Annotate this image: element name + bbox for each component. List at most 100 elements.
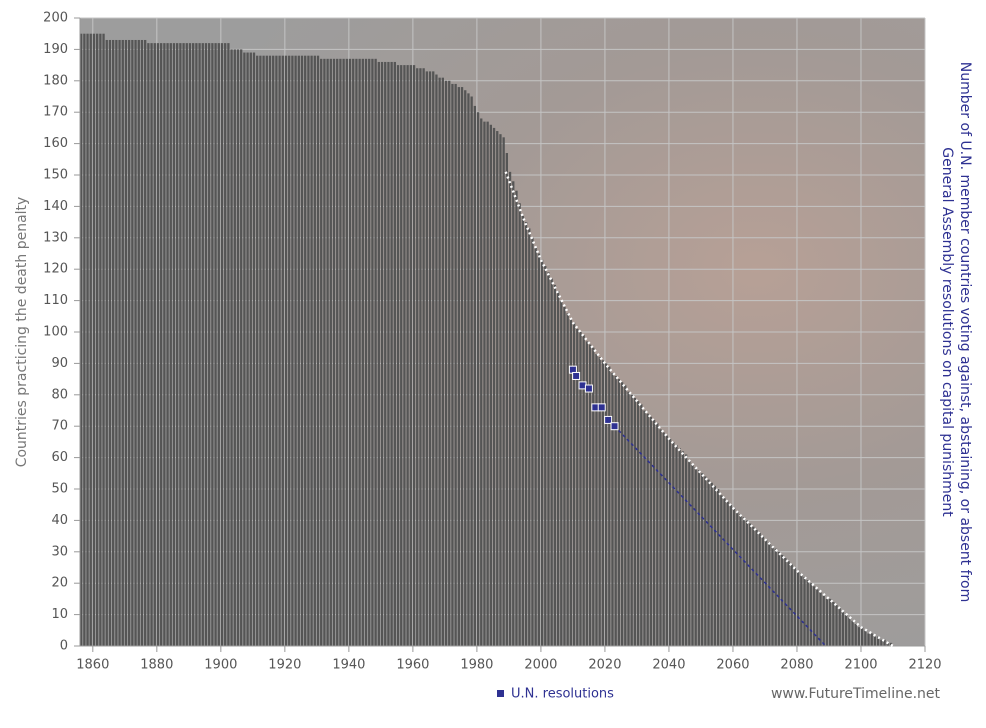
bar bbox=[838, 608, 841, 646]
x-tick-label: 2120 bbox=[908, 658, 941, 673]
bar bbox=[284, 55, 288, 647]
bar bbox=[332, 58, 336, 646]
bar bbox=[614, 375, 617, 646]
bar bbox=[118, 39, 121, 647]
bar bbox=[665, 435, 669, 646]
bar bbox=[716, 489, 720, 646]
bar bbox=[876, 636, 880, 646]
bar bbox=[460, 87, 464, 646]
y-tick-label: 30 bbox=[51, 544, 68, 559]
bar bbox=[249, 52, 252, 647]
bar bbox=[112, 39, 115, 647]
bar bbox=[806, 580, 809, 646]
un-point bbox=[597, 403, 606, 412]
bar bbox=[259, 55, 262, 647]
bar bbox=[323, 58, 326, 646]
y-tick-label: 160 bbox=[43, 136, 68, 151]
bar bbox=[192, 43, 195, 647]
bar bbox=[502, 137, 505, 646]
bar bbox=[108, 39, 112, 647]
bar bbox=[473, 105, 476, 647]
bar bbox=[448, 80, 451, 647]
bar bbox=[883, 639, 886, 646]
bar bbox=[636, 401, 640, 646]
bar bbox=[438, 77, 441, 646]
y-tick-label: 40 bbox=[51, 513, 68, 528]
un-point bbox=[572, 371, 581, 380]
bar bbox=[870, 633, 873, 646]
bar bbox=[748, 523, 752, 646]
bar bbox=[854, 624, 857, 646]
bar bbox=[774, 548, 777, 646]
bar bbox=[860, 627, 864, 646]
bar bbox=[563, 306, 566, 646]
bar bbox=[188, 43, 192, 647]
bar bbox=[470, 96, 473, 646]
bar bbox=[204, 43, 208, 647]
bar bbox=[262, 55, 265, 647]
y-tick-label: 130 bbox=[43, 230, 68, 245]
y-tick-label: 50 bbox=[51, 482, 68, 497]
bar bbox=[864, 630, 867, 646]
bar bbox=[316, 55, 320, 647]
y-tick-label: 200 bbox=[43, 11, 68, 26]
bar bbox=[848, 617, 851, 646]
bar bbox=[326, 58, 329, 646]
bar bbox=[156, 43, 160, 647]
bar bbox=[800, 573, 803, 646]
bar bbox=[713, 485, 717, 646]
x-tick-label: 1880 bbox=[140, 658, 173, 673]
un-point bbox=[604, 415, 613, 424]
bar bbox=[198, 43, 201, 647]
bar bbox=[185, 43, 188, 647]
bar bbox=[144, 39, 147, 647]
bar bbox=[252, 52, 256, 647]
bar bbox=[380, 61, 384, 646]
bar bbox=[345, 58, 348, 646]
bar bbox=[278, 55, 281, 647]
bar bbox=[646, 413, 649, 646]
projection-line bbox=[504, 171, 894, 648]
bar bbox=[515, 190, 518, 646]
bar bbox=[604, 363, 608, 646]
bar bbox=[544, 266, 547, 646]
bar bbox=[518, 203, 521, 646]
bar bbox=[160, 43, 163, 647]
legend-marker bbox=[497, 690, 504, 697]
bar bbox=[803, 576, 806, 646]
bar bbox=[700, 473, 704, 646]
bar bbox=[841, 611, 845, 646]
bar bbox=[816, 589, 819, 646]
bar bbox=[211, 43, 214, 647]
y-tick-label: 110 bbox=[43, 293, 68, 308]
bar bbox=[755, 529, 758, 646]
y-tick-label: 90 bbox=[51, 356, 68, 371]
bar bbox=[121, 39, 124, 647]
bar bbox=[668, 438, 672, 646]
bar bbox=[576, 328, 579, 646]
bar bbox=[265, 55, 268, 647]
bar bbox=[662, 432, 665, 646]
bar bbox=[268, 55, 272, 647]
bar bbox=[217, 43, 220, 647]
bar bbox=[246, 52, 249, 647]
bar bbox=[329, 58, 332, 646]
bar bbox=[320, 58, 323, 646]
bar bbox=[342, 58, 345, 646]
bar bbox=[163, 43, 166, 647]
bar bbox=[281, 55, 284, 647]
bar bbox=[400, 65, 403, 647]
y-tick-label: 60 bbox=[51, 450, 68, 465]
bar bbox=[508, 171, 512, 647]
bar bbox=[547, 272, 550, 646]
bar bbox=[153, 43, 156, 647]
bar bbox=[96, 33, 99, 646]
bar bbox=[214, 43, 217, 647]
bar bbox=[851, 620, 854, 646]
x-tick-label: 1980 bbox=[460, 658, 493, 673]
bar bbox=[384, 61, 387, 646]
bar bbox=[496, 131, 499, 647]
bar bbox=[432, 71, 435, 646]
x-tick-label: 2080 bbox=[780, 658, 813, 673]
